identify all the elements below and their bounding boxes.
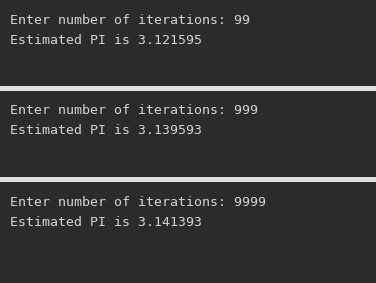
Text: Estimated PI is 3.121595: Estimated PI is 3.121595 [10,33,202,46]
Text: Enter number of iterations: 99: Enter number of iterations: 99 [10,14,250,27]
Text: Enter number of iterations: 999: Enter number of iterations: 999 [10,104,258,117]
Bar [0,0,376,86]
Bar [0,182,376,268]
Bar [0,86,376,91]
Text: Enter number of iterations: 9999: Enter number of iterations: 9999 [10,196,266,209]
Text: Estimated PI is 3.141393: Estimated PI is 3.141393 [10,215,202,228]
Bar [0,91,376,177]
Bar [0,177,376,182]
Text: Estimated PI is 3.139593: Estimated PI is 3.139593 [10,125,202,138]
